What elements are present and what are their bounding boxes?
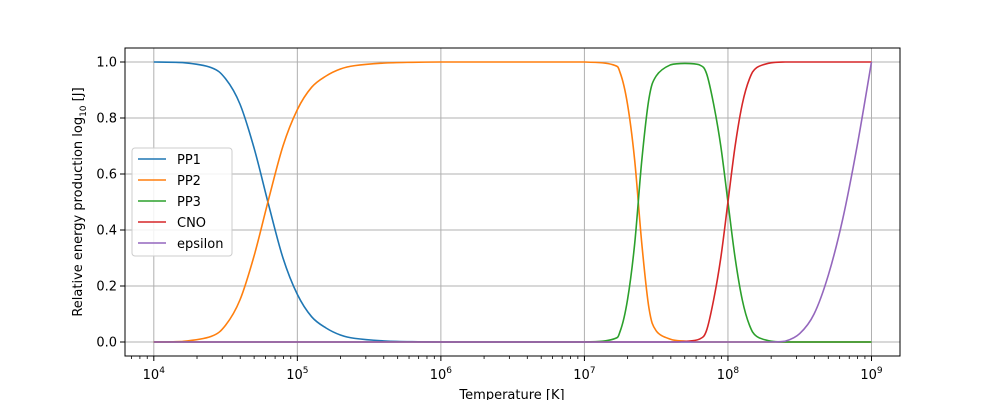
- x-tick-label: 104: [143, 366, 166, 383]
- plot-frame: [124, 47, 901, 357]
- series-line-pp2: [153, 61, 872, 343]
- x-tick-label: 106: [430, 366, 453, 383]
- x-tick-label: 105: [286, 366, 308, 383]
- y-tick-label: 0.0: [96, 336, 117, 351]
- series-line-pp1: [153, 61, 872, 343]
- grid: [125, 48, 900, 356]
- legend-label-pp2: PP2: [177, 174, 201, 189]
- x-tick-label: 109: [860, 366, 883, 383]
- legend: PP1 PP2 PP3 CNO epsilon: [131, 147, 233, 257]
- y-tick-label: 0.2: [96, 280, 117, 295]
- legend-label-pp3: PP3: [177, 195, 201, 210]
- x-tick-label: 108: [717, 366, 740, 383]
- legend-label-epsilon: epsilon: [177, 237, 223, 252]
- y-tick-label: 0.4: [96, 224, 117, 239]
- y-tick-label: 0.8: [96, 112, 117, 127]
- legend-box: [131, 147, 233, 257]
- legend-label-pp1: PP1: [177, 153, 201, 168]
- y-tick-label: 0.6: [96, 168, 117, 183]
- series-line-pp3: [153, 62, 872, 343]
- x-tick-label: 107: [573, 366, 595, 383]
- series-lines: [153, 61, 873, 343]
- legend-label-cno: CNO: [177, 216, 206, 231]
- y-axis-ticks: 0.0 0.2 0.4 0.6 0.8 1.0: [96, 56, 125, 351]
- series-line-cno: [153, 61, 872, 343]
- series-line-epsilon: [153, 61, 873, 343]
- x-axis-label: Temperature [K]: [458, 388, 564, 400]
- y-tick-label: 1.0: [96, 56, 117, 71]
- x-axis-ticks: 104 105 106 107 108 109: [131, 356, 883, 383]
- y-axis-label: Relative energy production log10 [J]: [71, 87, 89, 316]
